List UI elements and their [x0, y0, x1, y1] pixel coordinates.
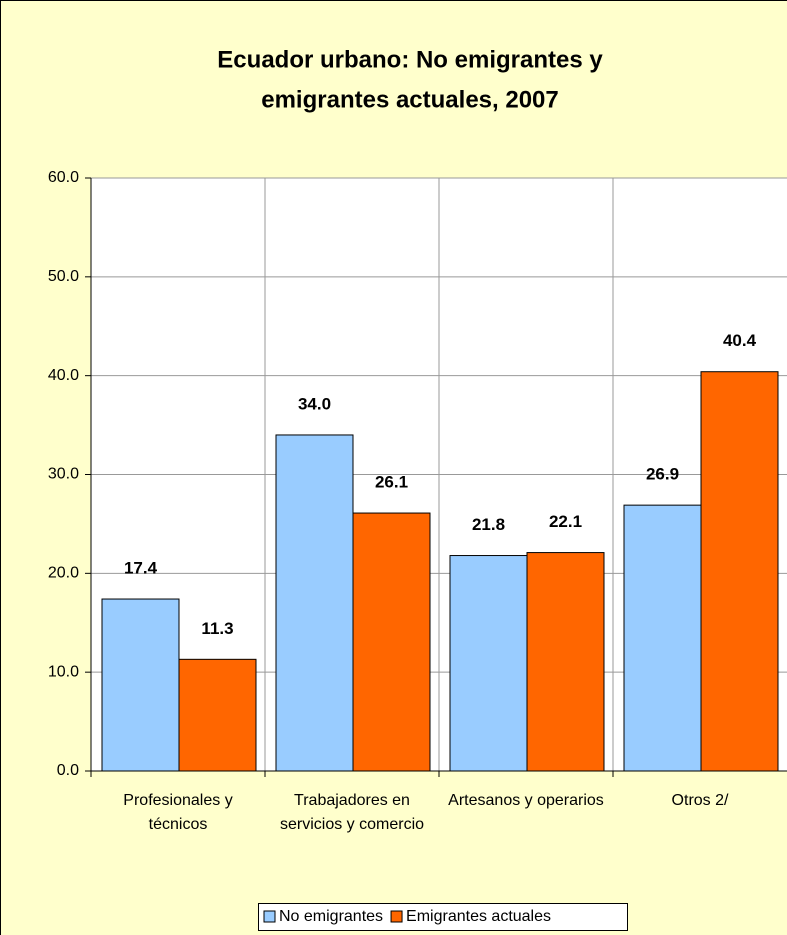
legend-label: Emigrantes actuales: [406, 908, 551, 925]
y-tick-label: 10.0: [48, 663, 79, 680]
y-tick-label: 50.0: [48, 268, 79, 285]
bar: [275, 434, 354, 772]
bar: [101, 598, 180, 772]
y-tick-label: 0.0: [57, 762, 79, 779]
chart-title: Ecuador urbano: No emigrantes y: [217, 46, 603, 73]
x-tick-label: Profesionales y técnicos: [123, 792, 233, 833]
legend-swatch: [263, 910, 276, 923]
data-label: 34.0: [298, 394, 331, 413]
data-label: 40.4: [723, 331, 757, 350]
data-label: 22.1: [549, 512, 582, 531]
data-label: 21.8: [472, 515, 505, 534]
bar: [449, 555, 528, 772]
data-label: 26.9: [646, 465, 679, 484]
bar: [700, 371, 779, 772]
legend-swatch: [390, 910, 403, 923]
legend-box: [258, 903, 628, 931]
y-tick-label: 20.0: [48, 565, 79, 582]
y-tick-label: 40.0: [48, 367, 79, 384]
x-tick-label: Artesanos y operarios: [448, 792, 604, 809]
bar: [623, 504, 702, 772]
bar: [526, 552, 605, 772]
bar: [352, 512, 431, 772]
legend-label: No emigrantes: [279, 908, 383, 925]
y-tick-label: 60.0: [48, 169, 79, 186]
y-tick-label: 30.0: [48, 466, 79, 483]
bar: [178, 658, 257, 772]
data-label: 17.4: [124, 559, 158, 578]
x-tick-label: Otros 2/: [671, 792, 729, 809]
data-label: 11.3: [201, 619, 233, 638]
x-tick-label: Trabajadores en servicios y comercio: [279, 792, 425, 833]
data-label: 26.1: [375, 473, 408, 492]
chart-title: emigrantes actuales, 2007: [261, 86, 559, 113]
